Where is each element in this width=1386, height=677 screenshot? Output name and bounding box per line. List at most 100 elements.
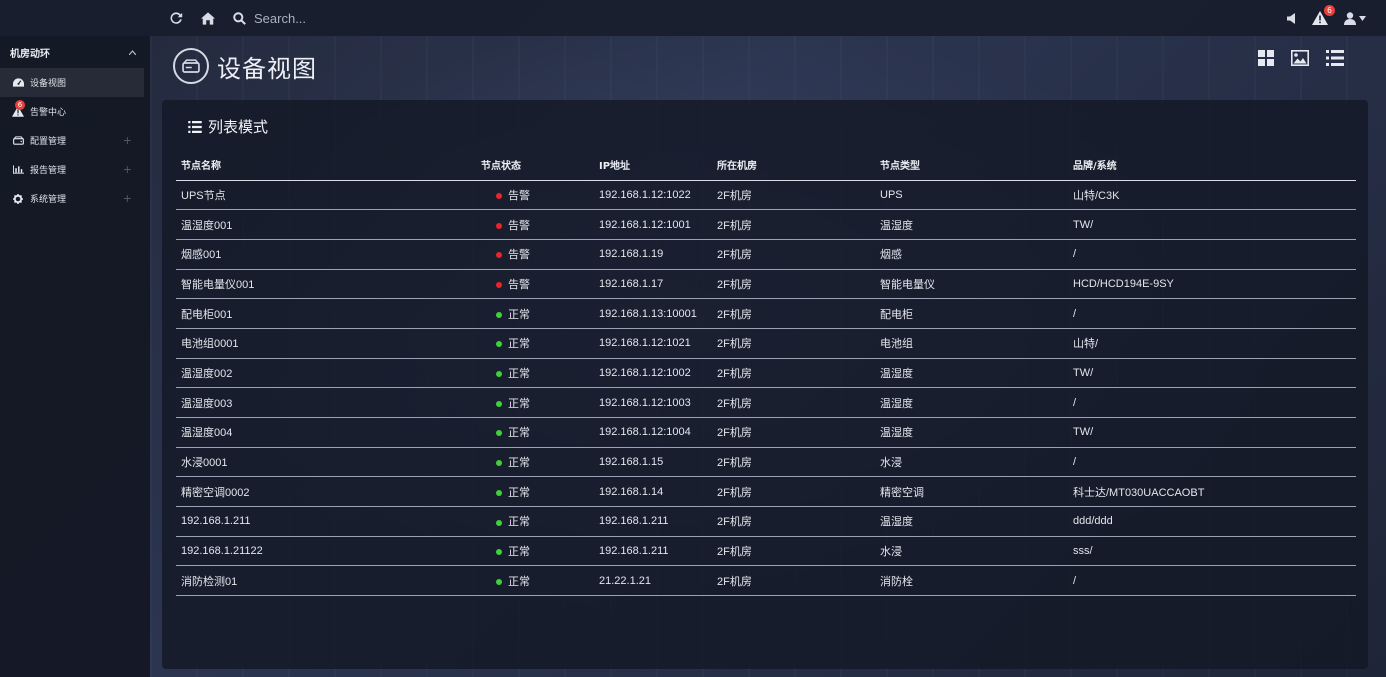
volume-icon[interactable] <box>1287 12 1296 24</box>
home-icon[interactable] <box>201 11 215 25</box>
status-label: 正常 <box>508 367 530 380</box>
cell-ip-address: 192.168.1.12:1001 <box>594 209 712 240</box>
status-dot-icon <box>496 282 502 288</box>
view-mode-switch <box>1258 50 1344 66</box>
cell-room: 2F机房 <box>712 417 875 448</box>
sidebar-group-title: 机房动环 <box>10 48 50 60</box>
cell-node-status: 正常 <box>476 358 594 389</box>
expand-plus-icon: + <box>122 163 132 176</box>
cell-brand-system: 山特/C3K <box>1068 180 1356 211</box>
cell-ip-address: 192.168.1.15 <box>594 447 712 478</box>
status-dot-icon <box>496 341 502 348</box>
sidebar-item-system-management[interactable]: 系统管理 + <box>0 184 150 213</box>
cell-room: 2F机房 <box>712 269 875 300</box>
header-ip-address[interactable]: IP地址 <box>594 150 712 181</box>
list-icon <box>188 120 202 133</box>
cell-node-type: UPS <box>875 180 1068 211</box>
cell-ip-address: 192.168.1.13:10001 <box>594 298 712 329</box>
alert-button[interactable]: 6 <box>1312 5 1335 25</box>
cell-room: 2F机房 <box>712 239 875 270</box>
header-node-type[interactable]: 节点类型 <box>875 150 1068 181</box>
table-row[interactable]: 水浸0001 正常 192.168.1.15 2F机房 水浸 / <box>176 447 1356 478</box>
cell-node-status: 正常 <box>476 298 594 329</box>
table-row[interactable]: 消防检测01 正常 21.22.1.21 2F机房 消防栓 / <box>176 565 1356 597</box>
sidebar-item-report-management[interactable]: 报告管理 + <box>0 155 150 184</box>
status-dot-icon <box>496 400 502 407</box>
hdd-circle-icon <box>173 48 209 84</box>
status-label: 正常 <box>508 338 530 351</box>
table-row[interactable]: 192.168.1.21122 正常 192.168.1.211 2F机房 水浸 sss/ <box>176 536 1356 567</box>
cell-ip-address: 192.168.1.12:1003 <box>594 387 712 418</box>
cell-node-type: 水浸 <box>875 447 1068 478</box>
table-row[interactable]: 温湿度003 正常 192.168.1.12:1003 2F机房 温湿度 / <box>176 387 1356 418</box>
sidebar-item-label: 告警中心 <box>30 108 67 118</box>
cell-node-name: 水浸0001 <box>176 447 476 478</box>
cell-node-name: UPS节点 <box>176 180 476 211</box>
status-dot-icon <box>496 222 502 229</box>
cell-node-name: 温湿度001 <box>176 209 476 240</box>
status-label: 正常 <box>508 427 530 440</box>
cell-node-name: 烟感001 <box>176 239 476 270</box>
sidebar-item-label: 配置管理 <box>30 137 67 147</box>
user-icon <box>1344 11 1356 25</box>
status-label: 告警 <box>508 189 530 202</box>
table-row[interactable]: 精密空调0002 正常 192.168.1.14 2F机房 精密空调 科士达/MT030U… <box>176 476 1356 508</box>
bar-chart-icon <box>10 165 26 174</box>
cell-brand-system: sss/ <box>1068 536 1356 567</box>
user-menu[interactable] <box>1344 11 1366 25</box>
cell-brand-system: / <box>1068 387 1356 418</box>
refresh-icon[interactable] <box>170 11 183 25</box>
table-row[interactable]: 智能电量仪001 告警 192.168.1.17 2F机房 智能电量仪 HCD/HCD19… <box>176 269 1356 300</box>
table-row[interactable]: 温湿度002 正常 192.168.1.12:1002 2F机房 温湿度 TW/ <box>176 358 1356 389</box>
cell-room: 2F机房 <box>712 298 875 329</box>
cell-brand-system: / <box>1068 565 1356 597</box>
header-node-status[interactable]: 节点状态 <box>476 150 594 181</box>
cell-room: 2F机房 <box>712 387 875 418</box>
top-bar: 6 <box>0 0 1386 36</box>
table-row[interactable]: 配电柜001 正常 192.168.1.13:10001 2F机房 配电柜 / <box>176 298 1356 329</box>
table-header-row: 节点名称 节点状态 IP地址 所在机房 节点类型 品牌/系统 <box>176 150 1356 181</box>
cell-room: 2F机房 <box>712 328 875 359</box>
cell-node-name: 温湿度004 <box>176 417 476 448</box>
cell-room: 2F机房 <box>712 447 875 478</box>
table-row[interactable]: UPS节点 告警 192.168.1.12:1022 2F机房 UPS 山特/C3K <box>176 180 1356 211</box>
sidebar-item-device-view[interactable]: 设备视图 <box>0 68 144 97</box>
cell-node-name: 消防检测01 <box>176 565 476 597</box>
cell-node-type: 精密空调 <box>875 476 1068 508</box>
list-view-icon[interactable] <box>1326 50 1344 66</box>
status-label: 正常 <box>508 457 530 470</box>
header-room[interactable]: 所在机房 <box>712 150 875 181</box>
cell-ip-address: 192.168.1.211 <box>594 536 712 567</box>
status-label: 正常 <box>508 516 530 529</box>
cell-node-type: 温湿度 <box>875 209 1068 240</box>
table-row[interactable]: 温湿度001 告警 192.168.1.12:1001 2F机房 温湿度 TW/ <box>176 209 1356 240</box>
cell-node-type: 水浸 <box>875 536 1068 567</box>
sidebar-item-label: 设备视图 <box>30 79 67 89</box>
header-node-name[interactable]: 节点名称 <box>176 150 476 181</box>
cell-node-type: 配电柜 <box>875 298 1068 329</box>
header-brand-system[interactable]: 品牌/系统 <box>1068 150 1356 181</box>
cell-brand-system: ddd/ddd <box>1068 506 1356 537</box>
grid-view-icon[interactable] <box>1258 50 1274 66</box>
status-dot-icon <box>496 430 502 437</box>
status-dot-icon <box>496 371 502 378</box>
page-title: 设备视图 <box>217 54 317 83</box>
search-input[interactable] <box>254 10 434 26</box>
caret-down-icon <box>1359 15 1366 21</box>
sidebar-item-label: 系统管理 <box>30 195 67 205</box>
cell-brand-system: TW/ <box>1068 417 1356 448</box>
table-row[interactable]: 温湿度004 正常 192.168.1.12:1004 2F机房 温湿度 TW/ <box>176 417 1356 448</box>
sidebar-item-alarm-center[interactable]: 6 告警中心 <box>0 97 150 126</box>
cell-node-status: 正常 <box>476 328 594 359</box>
cell-node-name: 配电柜001 <box>176 298 476 329</box>
cell-node-name: 192.168.1.211 <box>176 506 476 537</box>
sidebar-group-header[interactable]: 机房动环 <box>0 36 150 68</box>
cell-node-name: 192.168.1.21122 <box>176 536 476 567</box>
sidebar-item-config-management[interactable]: 配置管理 + <box>0 126 150 155</box>
image-view-icon[interactable] <box>1291 50 1309 66</box>
cell-brand-system: TW/ <box>1068 358 1356 389</box>
table-row[interactable]: 电池组0001 正常 192.168.1.12:1021 2F机房 电池组 山特/ <box>176 328 1356 359</box>
table-row[interactable]: 192.168.1.211 正常 192.168.1.211 2F机房 温湿度 ddd/d… <box>176 506 1356 537</box>
status-dot-icon <box>496 252 502 259</box>
table-row[interactable]: 烟感001 告警 192.168.1.19 2F机房 烟感 / <box>176 239 1356 270</box>
